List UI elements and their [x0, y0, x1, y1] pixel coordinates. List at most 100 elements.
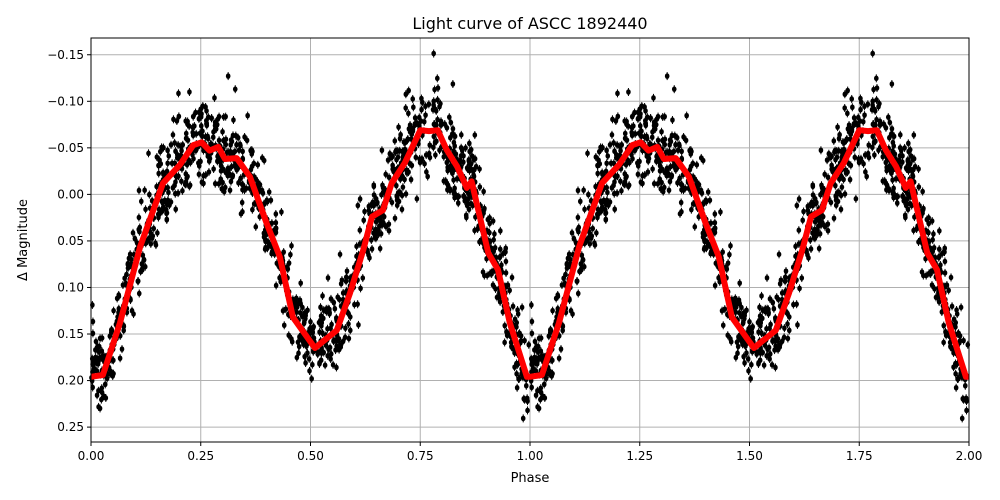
data-point: [891, 185, 896, 192]
data-point: [916, 184, 922, 190]
data-point: [932, 286, 937, 292]
data-point: [890, 177, 895, 183]
data-point: [517, 375, 522, 382]
data-point: [121, 327, 126, 334]
data-point: [342, 334, 348, 341]
data-point: [532, 347, 537, 353]
data-point: [176, 113, 182, 120]
data-point: [305, 350, 310, 356]
data-point: [180, 188, 185, 194]
data-point: [832, 147, 838, 154]
data-point: [433, 106, 438, 113]
data-point: [441, 153, 447, 160]
data-point: [187, 89, 192, 95]
data-point: [379, 147, 385, 154]
data-point: [773, 343, 778, 349]
data-point: [568, 307, 574, 314]
data-point: [216, 180, 222, 187]
data-point: [739, 304, 744, 311]
data-point: [103, 395, 109, 401]
data-point: [643, 108, 648, 114]
data-point: [810, 192, 816, 198]
data-point: [563, 271, 568, 278]
data-point: [409, 131, 415, 138]
data-point: [402, 139, 408, 146]
data-point: [240, 209, 245, 215]
data-point: [294, 304, 300, 310]
data-point: [223, 113, 228, 120]
data-point: [631, 123, 636, 129]
data-point: [777, 342, 783, 348]
data-point: [820, 188, 826, 194]
data-point: [411, 104, 416, 111]
data-point: [126, 255, 132, 262]
data-point: [413, 154, 419, 161]
data-point: [419, 106, 424, 113]
data-point: [530, 361, 535, 367]
data-point: [297, 297, 303, 303]
data-point: [907, 146, 913, 153]
data-point: [874, 116, 879, 123]
data-point: [157, 157, 162, 164]
data-point: [712, 229, 718, 236]
data-point: [712, 219, 718, 226]
data-point: [929, 282, 935, 288]
data-point: [658, 186, 664, 192]
data-point: [91, 361, 96, 367]
data-point: [624, 160, 630, 167]
data-point: [609, 132, 615, 138]
data-point: [116, 292, 122, 298]
data-point: [166, 153, 172, 159]
data-point: [471, 173, 477, 180]
data-point: [596, 157, 601, 164]
data-point: [742, 360, 747, 366]
data-point: [574, 278, 580, 285]
data-point: [394, 156, 399, 163]
data-point: [571, 235, 577, 242]
data-point: [132, 235, 138, 242]
data-point: [410, 96, 416, 102]
data-point: [794, 202, 800, 209]
data-point: [395, 189, 401, 196]
data-point: [796, 227, 802, 233]
data-point: [926, 229, 931, 236]
data-point: [825, 221, 831, 227]
data-point: [385, 157, 391, 163]
data-point: [375, 199, 380, 206]
data-point: [785, 335, 791, 342]
data-point: [622, 130, 628, 137]
data-point: [281, 249, 286, 255]
data-point: [822, 171, 828, 178]
data-point: [332, 305, 338, 312]
data-point: [799, 275, 805, 281]
data-point: [421, 118, 427, 125]
data-point: [119, 346, 125, 352]
data-point: [550, 357, 555, 364]
data-point: [870, 50, 875, 57]
data-point: [956, 375, 961, 382]
data-point: [816, 245, 822, 252]
data-point: [352, 301, 357, 308]
data-point: [828, 199, 834, 206]
data-point: [866, 142, 872, 148]
data-point: [900, 153, 905, 159]
data-point: [124, 271, 129, 278]
data-point: [357, 196, 363, 202]
data-point: [135, 278, 141, 285]
data-point: [340, 290, 346, 296]
data-point: [532, 338, 538, 345]
data-point: [162, 197, 168, 204]
data-point: [603, 168, 609, 175]
data-point: [325, 352, 330, 359]
data-point: [306, 356, 312, 362]
data-point: [136, 187, 142, 194]
data-point: [873, 138, 878, 145]
data-point: [535, 404, 540, 410]
data-point: [519, 304, 525, 311]
data-point: [389, 199, 395, 206]
data-point: [96, 358, 101, 364]
data-point: [279, 209, 284, 215]
data-point: [954, 311, 960, 317]
data-point: [497, 299, 503, 305]
data-point: [829, 166, 834, 172]
